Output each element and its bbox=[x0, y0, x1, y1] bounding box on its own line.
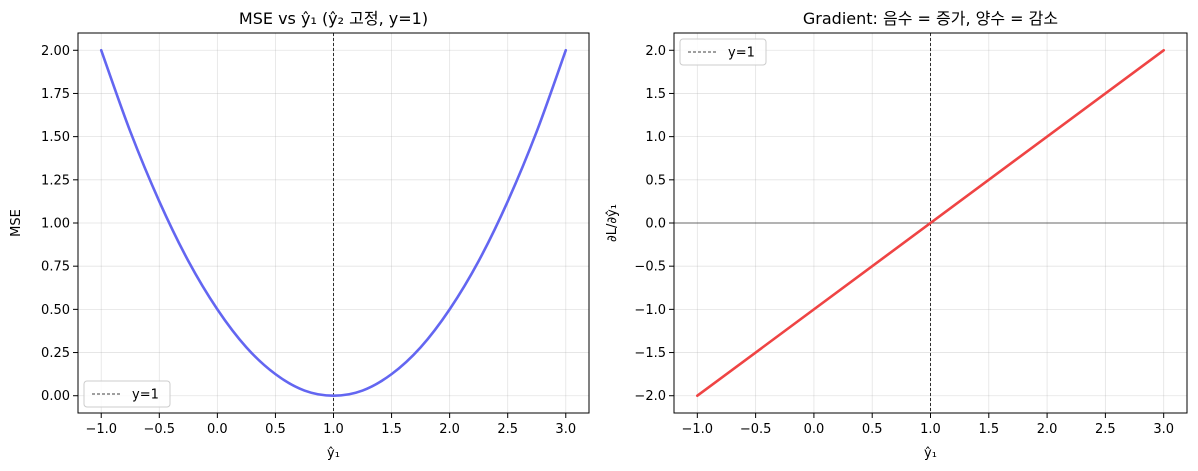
mse-chart-panel: −1.0 −0.5 0.0 0.5 1.0 1.5 2.0 2.5 3.0 0.00 0.25 0.5… bbox=[9, 9, 590, 461]
y-tick-label: 0.5 bbox=[645, 173, 666, 188]
x-tick-label: 0.0 bbox=[207, 422, 228, 437]
x-axis-label: ŷ₁ bbox=[924, 446, 937, 461]
legend-entry: y=1 bbox=[132, 388, 159, 403]
y-tick-label: −1.0 bbox=[634, 303, 666, 318]
series-layer bbox=[696, 48, 1165, 398]
y-tick-label: 1.25 bbox=[41, 173, 70, 188]
x-axis-label: ŷ₁ bbox=[327, 446, 340, 461]
y-tick-label: −1.5 bbox=[634, 346, 666, 361]
legend-entry: y=1 bbox=[728, 46, 755, 61]
x-tick-label: −1.0 bbox=[85, 422, 117, 437]
series-line bbox=[696, 48, 1165, 398]
y-tick-label: 1.00 bbox=[41, 217, 70, 232]
legend-box bbox=[679, 38, 767, 66]
x-tick-label: −1.0 bbox=[682, 422, 714, 437]
x-tick-label: 0.5 bbox=[862, 422, 883, 437]
x-tick-label: −0.5 bbox=[740, 422, 772, 437]
legend-box bbox=[83, 380, 171, 408]
x-tick-label: 3.0 bbox=[555, 422, 576, 437]
x-tick-label: 1.0 bbox=[920, 422, 941, 437]
y-tick-label: −2.0 bbox=[634, 389, 666, 404]
ticks: −1.0 −0.5 0.0 0.5 1.0 1.5 2.0 2.5 3.0 0.00 0.25 0.5… bbox=[41, 44, 576, 437]
x-tick-label: 2.0 bbox=[439, 422, 460, 437]
y-tick-label: 1.0 bbox=[645, 130, 666, 145]
y-tick-label: 2.00 bbox=[41, 44, 70, 59]
y-tick-label: 0.0 bbox=[645, 217, 666, 232]
series-layer bbox=[99, 48, 568, 398]
gradient-chart-panel: −1.0 −0.5 0.0 0.5 1.0 1.5 2.0 2.5 3.0 −2.0 −1.5 −1.… bbox=[605, 9, 1188, 461]
chart-title: MSE vs ŷ₁ (ŷ₂ 고정, y=1) bbox=[239, 9, 428, 28]
x-tick-label: 0.5 bbox=[265, 422, 286, 437]
x-tick-label: 2.5 bbox=[1095, 422, 1116, 437]
legend: y=1 bbox=[83, 380, 171, 408]
y-axis-label: MSE bbox=[9, 209, 24, 237]
y-tick-label: −0.5 bbox=[634, 260, 666, 275]
y-tick-label: 0.50 bbox=[41, 303, 70, 318]
ticks: −1.0 −0.5 0.0 0.5 1.0 1.5 2.0 2.5 3.0 −2.0 −1.5 −1.… bbox=[634, 44, 1174, 437]
y-axis-label: ∂L/∂ŷ₁ bbox=[605, 204, 620, 242]
y-tick-label: 0.00 bbox=[41, 389, 70, 404]
x-tick-label: −0.5 bbox=[144, 422, 176, 437]
x-tick-label: 0.0 bbox=[804, 422, 825, 437]
chart-title: Gradient: 음수 = 증가, 양수 = 감소 bbox=[803, 9, 1058, 28]
x-tick-label: 2.5 bbox=[497, 422, 518, 437]
x-tick-label: 1.5 bbox=[978, 422, 999, 437]
x-tick-label: 3.0 bbox=[1153, 422, 1174, 437]
x-tick-label: 1.5 bbox=[381, 422, 402, 437]
plot-frame bbox=[673, 32, 1188, 414]
legend: y=1 bbox=[679, 38, 767, 66]
x-tick-label: 1.0 bbox=[323, 422, 344, 437]
x-tick-label: 2.0 bbox=[1037, 422, 1058, 437]
y-tick-label: 1.75 bbox=[41, 87, 70, 102]
y-tick-label: 1.5 bbox=[645, 87, 666, 102]
y-tick-label: 0.25 bbox=[41, 346, 70, 361]
y-tick-label: 1.50 bbox=[41, 130, 70, 145]
series-line bbox=[99, 48, 568, 398]
y-tick-label: 0.75 bbox=[41, 260, 70, 275]
y-tick-label: 2.0 bbox=[645, 44, 666, 59]
plot-frame bbox=[77, 32, 590, 414]
